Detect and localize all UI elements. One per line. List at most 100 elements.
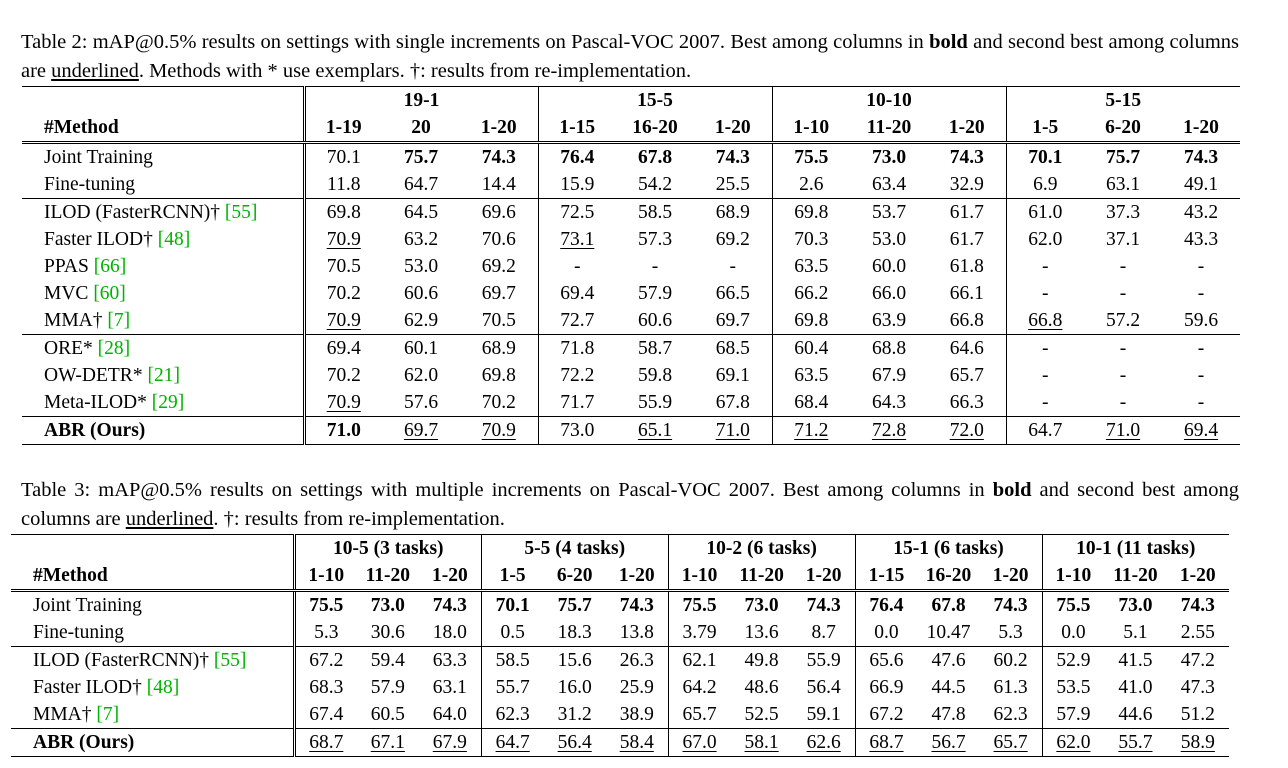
cell-value: 25.9: [606, 674, 668, 701]
cell-text: 67.1: [370, 732, 405, 753]
cell-value: 75.5: [1041, 590, 1105, 619]
cell-text: 69.2: [481, 256, 516, 277]
cell-text: 67.0: [682, 732, 717, 753]
cell-text: 74.3: [715, 147, 750, 168]
cell-text: 67.2: [869, 704, 904, 725]
caption-text: and second best among columns are: [21, 31, 1240, 82]
method-name: MMA† [7]: [11, 701, 294, 729]
cell-value: 70.1: [302, 142, 382, 171]
cell-text: 71.0: [715, 420, 750, 441]
cell-text: -: [1119, 338, 1127, 359]
citation-link[interactable]: [7]: [107, 310, 131, 331]
cell-value: 63.4: [850, 171, 928, 199]
cell-value: 70.9: [302, 389, 382, 417]
cell-text: 0.0: [1061, 622, 1086, 643]
citation-link[interactable]: [48]: [157, 229, 191, 250]
method-label: MVC: [44, 283, 94, 304]
table-row: ABR (Ours) 68.7 67.1 67.9 64.7 56.4 58.4 67.0 58…: [11, 728, 1229, 757]
cell-text: 8.7: [811, 622, 836, 643]
cell-text: 69.8: [481, 365, 516, 386]
cell-text: 59.1: [806, 704, 841, 725]
cell-value: 60.2: [979, 646, 1043, 674]
method-label: ABR (Ours): [33, 732, 135, 753]
cell-value: 72.0: [928, 416, 1007, 445]
citation-link[interactable]: [60]: [93, 283, 126, 304]
cell-text: 5.1: [1123, 622, 1148, 643]
cell-text: 13.6: [744, 622, 779, 643]
method-name: ILOD (FasterRCNN)† [55]: [11, 646, 295, 674]
cell-value: 73.0: [1104, 590, 1167, 619]
cell-text: 55.7: [495, 677, 530, 698]
sub-header: 11-20: [850, 114, 929, 144]
cell-value: 62.0: [382, 362, 460, 389]
citation-link[interactable]: [55]: [213, 650, 247, 671]
cell-text: 58.1: [744, 732, 779, 753]
cell-text: 63.5: [794, 365, 829, 386]
cell-text: 69.6: [481, 202, 516, 223]
citation-link[interactable]: [55]: [224, 202, 258, 223]
cell-value: 74.3: [979, 590, 1043, 619]
cell-text: 14.4: [481, 174, 516, 195]
cell-value: 73.1: [537, 226, 617, 253]
cell-text: 72.8: [871, 420, 907, 441]
cell-value: 64.6: [928, 334, 1007, 362]
method-label: Joint Training: [44, 147, 153, 168]
cell-value: 65.7: [667, 701, 731, 729]
cell-text: 63.1: [1105, 174, 1141, 195]
cell-value: 69.4: [1162, 416, 1241, 445]
cell-text: 70.1: [326, 147, 361, 168]
cell-value: 68.7: [292, 728, 357, 757]
cell-text: 75.5: [794, 147, 829, 168]
cell-text: 74.3: [1180, 595, 1215, 616]
cell-text: 59.6: [1183, 310, 1219, 331]
cell-text: 70.5: [481, 310, 516, 331]
cell-value: -: [1005, 334, 1085, 362]
cell-text: 67.4: [309, 704, 344, 725]
cell-text: -: [574, 256, 581, 277]
cell-value: 53.0: [382, 253, 460, 280]
method-header: #Method: [11, 562, 295, 592]
cell-value: 65.7: [928, 362, 1006, 389]
method-label: Fine-tuning: [44, 174, 135, 195]
group-header: 10-1 (11 tasks): [1041, 534, 1229, 562]
cell-value: 72.2: [537, 362, 617, 389]
cell-value: 70.1: [480, 590, 544, 619]
cell-value: 55.9: [616, 389, 694, 417]
group-header: 5-5 (4 tasks): [480, 534, 669, 562]
cell-value: 58.7: [616, 334, 695, 362]
table-row: Joint Training 75.5 73.0 74.3 70.1 75.7 74.3 75…: [11, 590, 1229, 619]
cell-value: 69.4: [302, 334, 382, 362]
header-blank: [11, 534, 295, 562]
cell-value: 59.1: [793, 701, 855, 729]
sub-header: 1-20: [792, 562, 856, 592]
method-name: Joint Training: [22, 142, 304, 171]
cell-value: 53.7: [850, 198, 929, 226]
cell-text: 72.7: [560, 310, 595, 331]
citation-link[interactable]: [21]: [147, 365, 180, 386]
cell-value: 57.9: [616, 280, 694, 307]
cell-text: -: [1197, 256, 1205, 277]
table-row: Joint Training 70.1 75.7 74.3 76.4 67.8 74.3 75…: [22, 142, 1241, 171]
cell-value: 53.5: [1041, 674, 1105, 701]
citation-link[interactable]: [48]: [146, 677, 180, 698]
cell-text: 15.9: [560, 174, 595, 195]
cell-text: 62.3: [993, 704, 1028, 725]
cell-value: 64.7: [382, 171, 460, 199]
cell-text: 25.9: [619, 677, 654, 698]
cell-value: 8.7: [793, 619, 855, 647]
cell-text: 55.9: [806, 650, 841, 671]
cell-value: 69.8: [302, 198, 382, 226]
cell-text: 26.3: [619, 650, 654, 671]
citation-link[interactable]: [29]: [151, 392, 185, 413]
citation-link[interactable]: [28]: [97, 338, 131, 359]
cell-value: 58.4: [605, 728, 669, 757]
citation-link[interactable]: [7]: [96, 704, 120, 725]
cell-text: 69.8: [794, 310, 829, 331]
sub-header: 11-20: [1104, 562, 1167, 592]
cell-value: 13.6: [730, 619, 792, 647]
table2: 19-1 15-5 10-10 5-15 #Method 1-19 20 1-20 1-15 16…: [22, 86, 1241, 445]
cell-text: 30.6: [370, 622, 405, 643]
group-header: 10-2 (6 tasks): [667, 534, 856, 562]
citation-link[interactable]: [66]: [93, 256, 127, 277]
cell-value: 76.4: [854, 590, 918, 619]
